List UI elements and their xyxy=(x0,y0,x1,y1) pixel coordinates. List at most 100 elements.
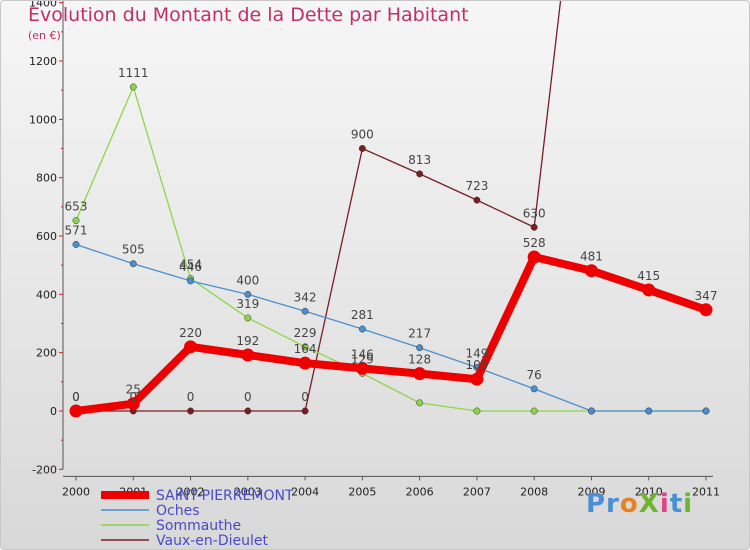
data-point xyxy=(298,356,312,370)
data-point xyxy=(241,348,255,362)
data-label: 129 xyxy=(351,352,374,366)
data-label: 528 xyxy=(523,236,546,250)
data-point xyxy=(584,264,598,278)
x-tick-label: 2007 xyxy=(463,485,491,498)
chart-title: Evolution du Montant de la Dette par Hab… xyxy=(28,4,469,26)
legend-label: Sommauthe xyxy=(156,518,241,534)
data-point xyxy=(244,314,252,322)
y-tick-label: 600 xyxy=(36,230,57,243)
data-label: 0 xyxy=(244,390,252,404)
data-point xyxy=(473,407,481,415)
data-label: 723 xyxy=(465,179,488,193)
data-point xyxy=(530,385,538,393)
data-label: 0 xyxy=(187,390,195,404)
data-label: 319 xyxy=(236,297,259,311)
legend-label: Vaux-en-Dieulet xyxy=(156,533,268,549)
x-tick-label: 2003 xyxy=(234,485,262,498)
data-point xyxy=(358,325,366,333)
data-label: 149 xyxy=(465,347,488,361)
chart-subtitle: (en €) xyxy=(28,29,61,42)
data-point xyxy=(129,83,137,91)
data-point xyxy=(129,260,137,268)
data-label: 192 xyxy=(236,334,259,348)
y-tick-label: 0 xyxy=(50,405,57,418)
data-label: 505 xyxy=(122,243,145,257)
data-label: 347 xyxy=(695,289,718,303)
data-label: 813 xyxy=(408,153,431,167)
data-label: 653 xyxy=(65,200,88,214)
data-label: 0 xyxy=(301,390,309,404)
data-point xyxy=(416,399,424,407)
data-point xyxy=(355,361,369,375)
data-label: 630 xyxy=(523,206,546,220)
series-line xyxy=(75,243,706,412)
data-label: 1111 xyxy=(118,66,149,80)
x-tick-label: 2006 xyxy=(406,485,434,498)
x-tick-label: 2010 xyxy=(635,485,663,498)
legend-label: Oches xyxy=(156,503,200,519)
data-point xyxy=(416,170,424,178)
data-label: 481 xyxy=(580,250,603,264)
data-point xyxy=(301,407,309,415)
data-label: 0 xyxy=(72,390,80,404)
data-point xyxy=(530,223,538,231)
data-label: 128 xyxy=(408,353,431,367)
data-point xyxy=(530,407,538,415)
data-point xyxy=(473,196,481,204)
data-label: 342 xyxy=(294,290,317,304)
data-point xyxy=(126,397,140,411)
data-label: 217 xyxy=(408,327,431,341)
data-label: 109 xyxy=(465,358,488,372)
x-tick-label: 2000 xyxy=(62,485,90,498)
y-tick-label: 1400 xyxy=(29,1,57,10)
data-point xyxy=(187,407,194,415)
data-point xyxy=(69,404,83,418)
data-label: 454 xyxy=(179,258,202,272)
data-label: 900 xyxy=(351,128,374,142)
data-label: 0 xyxy=(72,390,80,404)
data-label: 76 xyxy=(527,368,542,382)
data-label: 229 xyxy=(294,326,317,340)
data-point xyxy=(699,303,713,317)
data-point xyxy=(645,407,653,415)
data-point xyxy=(184,340,198,354)
y-tick-label: 800 xyxy=(36,172,57,185)
data-point xyxy=(244,407,252,415)
x-tick-label: 2008 xyxy=(520,485,548,498)
data-point xyxy=(72,241,80,248)
y-tick-label: 1000 xyxy=(29,113,57,126)
legend-label: SAINT-PIERREMONT xyxy=(156,488,294,504)
data-point xyxy=(301,307,309,315)
series-line xyxy=(76,1,562,412)
data-point xyxy=(358,145,366,152)
data-label: 164 xyxy=(294,342,317,356)
data-point xyxy=(588,407,595,415)
data-point xyxy=(413,367,427,381)
data-point xyxy=(642,283,656,297)
proxiti-logo: ProXiti xyxy=(586,489,694,519)
data-point xyxy=(416,344,424,352)
data-label: 571 xyxy=(65,223,88,237)
data-point xyxy=(187,277,194,285)
data-point xyxy=(527,250,541,264)
x-tick-label: 2002 xyxy=(177,485,205,498)
x-tick-label: 2005 xyxy=(348,485,376,498)
data-label: 400 xyxy=(236,273,259,287)
x-tick-label: 2009 xyxy=(577,485,605,498)
data-label: 446 xyxy=(179,260,202,274)
y-tick-label: 1200 xyxy=(29,55,57,68)
data-point xyxy=(470,372,484,386)
data-label: 281 xyxy=(351,308,374,322)
data-point xyxy=(244,290,252,298)
data-point xyxy=(72,217,80,224)
data-point xyxy=(702,407,710,415)
y-tick-label: 400 xyxy=(36,288,57,301)
data-label: 0 xyxy=(129,390,137,404)
data-label: 220 xyxy=(179,326,202,340)
x-tick-label: 2011 xyxy=(692,485,720,498)
y-tick-label: 200 xyxy=(36,347,57,360)
data-label: 25 xyxy=(126,383,141,397)
x-tick-label: 2004 xyxy=(291,485,319,498)
